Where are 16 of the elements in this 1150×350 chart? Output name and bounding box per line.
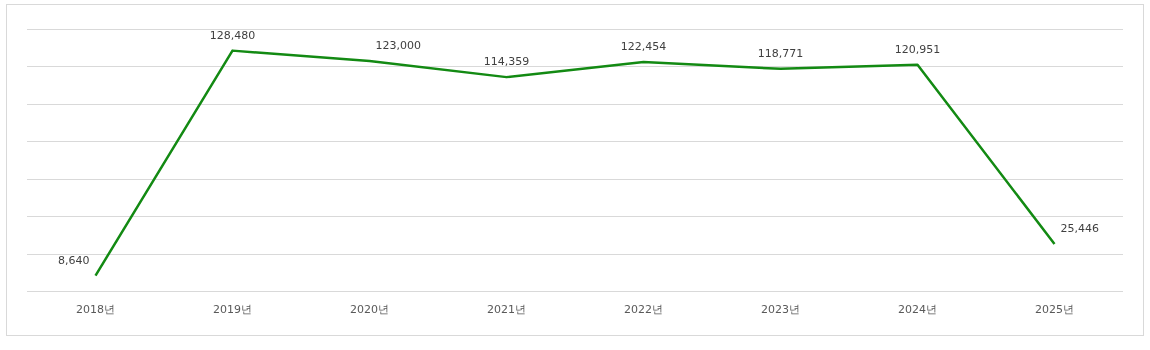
x-tick-label: 2018년 bbox=[76, 303, 115, 317]
data-label: 120,951 bbox=[894, 43, 941, 57]
x-tick-label: 2021년 bbox=[487, 303, 526, 317]
data-label: 8,640 bbox=[58, 253, 90, 267]
data-label: 123,000 bbox=[375, 39, 421, 53]
x-tick-label: 2023년 bbox=[761, 303, 800, 317]
x-tick-label: 2024년 bbox=[898, 303, 937, 317]
data-label: 118,771 bbox=[757, 47, 804, 61]
data-label: 114,359 bbox=[483, 55, 530, 69]
x-tick-label: 2019년 bbox=[213, 303, 252, 317]
data-label: 25,446 bbox=[1060, 222, 1099, 236]
x-tick-label: 2020년 bbox=[350, 303, 389, 317]
x-tick-label: 2022년 bbox=[624, 303, 663, 317]
x-tick-label: 2025년 bbox=[1035, 303, 1074, 317]
data-label: 122,454 bbox=[620, 40, 667, 54]
data-label: 128,480 bbox=[209, 28, 256, 42]
